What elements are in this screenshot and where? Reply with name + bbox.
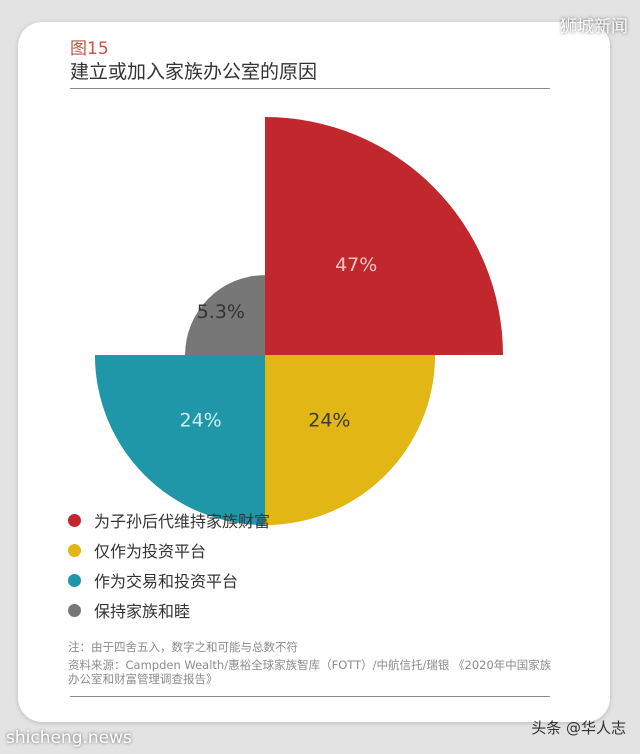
chart-legend: 为子孙后代维持家族财富 仅作为投资平台作为交易和投资平台 保持家族和睦 bbox=[68, 505, 270, 625]
legend-item: 仅作为投资平台 bbox=[68, 535, 270, 565]
value-label: 24% bbox=[308, 409, 350, 431]
legend-item: 为子孙后代维持家族财富 bbox=[68, 505, 270, 535]
legend-label: 作为交易和投资平台 bbox=[94, 572, 239, 591]
legend-item: 作为交易和投资平台 bbox=[68, 565, 270, 595]
legend-swatch bbox=[68, 513, 81, 527]
watermark-bottom-right: 头条 @华人志 bbox=[531, 719, 626, 737]
legend-label: 保持家族和睦 bbox=[94, 602, 191, 621]
slice-trading-investment bbox=[94, 355, 265, 526]
figure-label: 图15 bbox=[70, 39, 109, 59]
slice-investment-platform bbox=[265, 355, 436, 526]
legend-label: 为子孙后代维持家族财富 bbox=[94, 512, 271, 531]
source-note: 资料来源：Campden Wealth/惠裕全球家族智库（FOTT）/中航信托/… bbox=[68, 658, 552, 686]
legend-swatch bbox=[68, 603, 81, 617]
slice-family-harmony bbox=[185, 275, 265, 355]
slice-wealth-succession bbox=[265, 117, 503, 355]
rounding-note: 注：由于四舍五入，数字之和可能与总数不符 bbox=[68, 640, 298, 654]
legend-label: 仅作为投资平台 bbox=[94, 542, 207, 561]
value-label: 24% bbox=[180, 409, 222, 431]
title-divider bbox=[70, 88, 550, 89]
watermark-bottom-left: shicheng.news bbox=[6, 728, 132, 748]
figure-title: 建立或加入家族办公室的原因 bbox=[70, 61, 318, 83]
legend-swatch bbox=[68, 573, 81, 587]
legend-item: 保持家族和睦 bbox=[68, 595, 270, 625]
value-label: 47% bbox=[335, 254, 377, 276]
footer-divider bbox=[70, 696, 550, 697]
watermark-top-right: 狮城新闻 bbox=[560, 17, 628, 37]
value-label: 5.3% bbox=[197, 301, 245, 323]
legend-swatch bbox=[68, 543, 81, 557]
